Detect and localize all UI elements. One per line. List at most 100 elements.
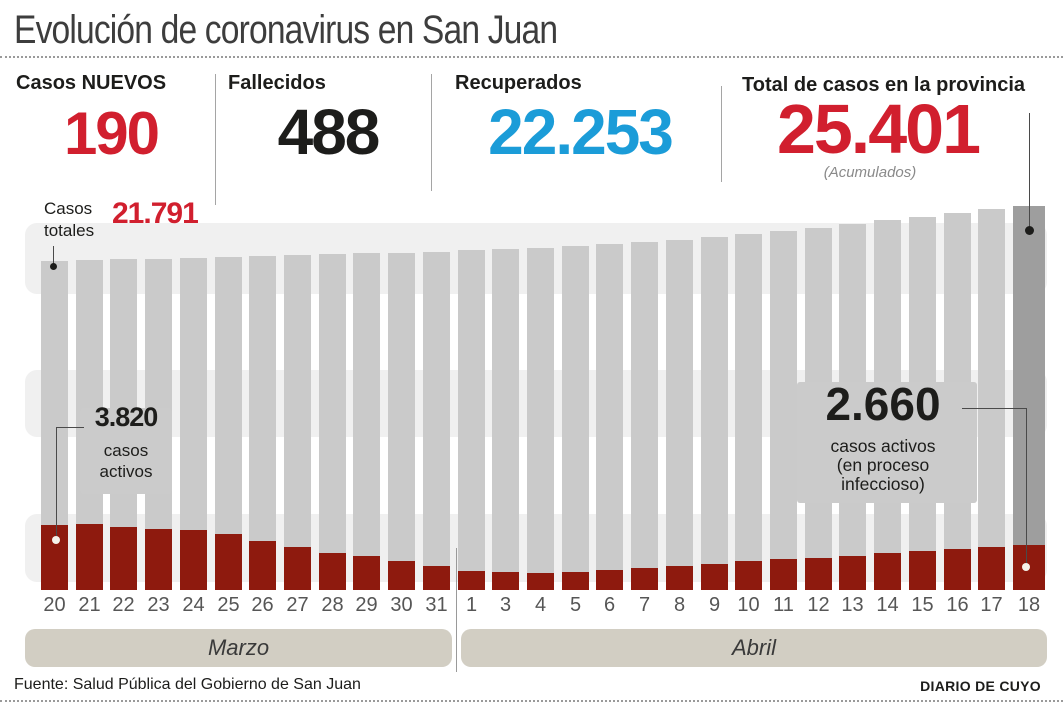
total-bar-5	[562, 246, 589, 590]
stat-value-fallecidos: 488	[277, 96, 381, 168]
total-bar-26	[249, 256, 276, 590]
total-bar-11	[770, 231, 797, 590]
annotation-panel	[80, 408, 172, 494]
marker-dot	[52, 536, 60, 544]
total-bar-31	[423, 252, 450, 590]
day-label-14: 14	[876, 594, 899, 616]
marker-dot	[50, 263, 57, 270]
total-bar-28	[319, 254, 346, 590]
active-bar-5	[562, 572, 589, 590]
annotation-line: Casos	[44, 199, 93, 218]
day-label-5: 5	[569, 594, 582, 616]
total-bar-10	[735, 234, 762, 590]
day-label-27: 27	[286, 594, 309, 616]
active-bar-1	[458, 571, 485, 590]
day-label-26: 26	[251, 594, 274, 616]
active-bar-26	[249, 541, 276, 590]
day-label-3: 3	[499, 594, 512, 616]
source-credit: Fuente: Salud Pública del Gobierno de Sa…	[14, 676, 361, 693]
month-separator	[456, 548, 457, 672]
month-label: Abril	[731, 635, 776, 660]
day-label-31: 31	[425, 594, 448, 616]
total-bar-27	[284, 255, 311, 590]
stat-divider	[721, 86, 722, 182]
active-bar-21	[76, 524, 103, 590]
day-label-1: 1	[465, 594, 478, 616]
day-label-16: 16	[946, 594, 969, 616]
active-bar-11	[770, 559, 797, 590]
annotation-line: casos activos	[830, 436, 936, 456]
active-bar-16	[944, 549, 971, 590]
day-label-22: 22	[112, 594, 135, 616]
annotation-casos-totales-label: Casos totales	[44, 198, 94, 242]
day-label-21: 21	[78, 594, 101, 616]
stat-label-total-provincia: Total de casos en la provincia	[742, 74, 1026, 96]
bottom-divider	[0, 700, 1063, 702]
active-bar-6	[596, 570, 623, 590]
day-label-15: 15	[911, 594, 934, 616]
annotation-line: infeccioso)	[841, 474, 925, 494]
annotation-panel	[797, 382, 977, 503]
active-bar-29	[353, 556, 380, 590]
leader-line	[1026, 408, 1027, 564]
total-bar-18	[1013, 206, 1045, 590]
active-bar-25	[215, 534, 242, 590]
active-bar-30	[388, 561, 415, 590]
annotation-line: totales	[44, 221, 95, 240]
marker-dot	[1022, 563, 1030, 571]
stat-label-fallecidos: Fallecidos	[228, 72, 326, 94]
active-bar-24	[180, 530, 207, 590]
total-bar-8	[666, 240, 693, 590]
annotation-line: activos	[99, 462, 153, 481]
month-band-abril: Abril	[461, 629, 1047, 667]
leader-line	[962, 408, 1026, 409]
day-label-20: 20	[43, 594, 66, 616]
annotation-active-first-value: 3.820	[94, 402, 159, 432]
active-bar-7	[631, 568, 658, 590]
annotation-active-last-value: 2.660	[825, 378, 941, 430]
active-bar-3	[492, 572, 519, 590]
day-label-8: 8	[673, 594, 686, 616]
active-bar-13	[839, 556, 866, 590]
stat-note-acumulados: (Acumulados)	[823, 164, 917, 181]
day-label-7: 7	[638, 594, 651, 616]
annotation-line: casos	[103, 441, 149, 460]
month-label: Marzo	[207, 635, 270, 660]
stat-label-recuperados: Recuperados	[455, 72, 582, 94]
active-bar-9	[701, 564, 728, 590]
day-label-30: 30	[390, 594, 413, 616]
day-label-23: 23	[147, 594, 170, 616]
leader-line	[1029, 113, 1030, 229]
day-label-11: 11	[773, 594, 794, 616]
top-divider	[0, 56, 1063, 58]
total-bar-17	[978, 209, 1005, 590]
total-bar-4	[527, 248, 554, 590]
stat-value-total-provincia: 25.401	[776, 90, 981, 168]
stat-value-recuperados: 22.253	[488, 96, 674, 168]
day-label-13: 13	[841, 594, 864, 616]
stat-value-casos-nuevos: 190	[63, 100, 160, 167]
annotation-casos-totales-value: 21.791	[112, 197, 199, 230]
stat-divider	[215, 74, 216, 205]
active-bar-15	[909, 551, 936, 590]
day-label-24: 24	[182, 594, 205, 616]
publisher-credit: DIARIO DE CUYO	[920, 678, 1041, 694]
active-bar-23	[145, 529, 172, 590]
active-bar-31	[423, 566, 450, 590]
page-title: Evolución de coronavirus en San Juan	[14, 8, 558, 52]
active-bar-4	[527, 573, 554, 590]
leader-line	[56, 427, 84, 428]
day-label-18: 18	[1017, 594, 1041, 616]
active-bar-22	[110, 527, 137, 590]
active-bar-8	[666, 566, 693, 590]
day-label-9: 9	[708, 594, 721, 616]
active-bar-10	[735, 561, 762, 590]
total-bar-3	[492, 249, 519, 590]
day-label-6: 6	[603, 594, 616, 616]
active-bar-17	[978, 547, 1005, 590]
stat-divider	[431, 74, 432, 191]
total-bar-6	[596, 244, 623, 590]
active-bar-14	[874, 553, 901, 590]
